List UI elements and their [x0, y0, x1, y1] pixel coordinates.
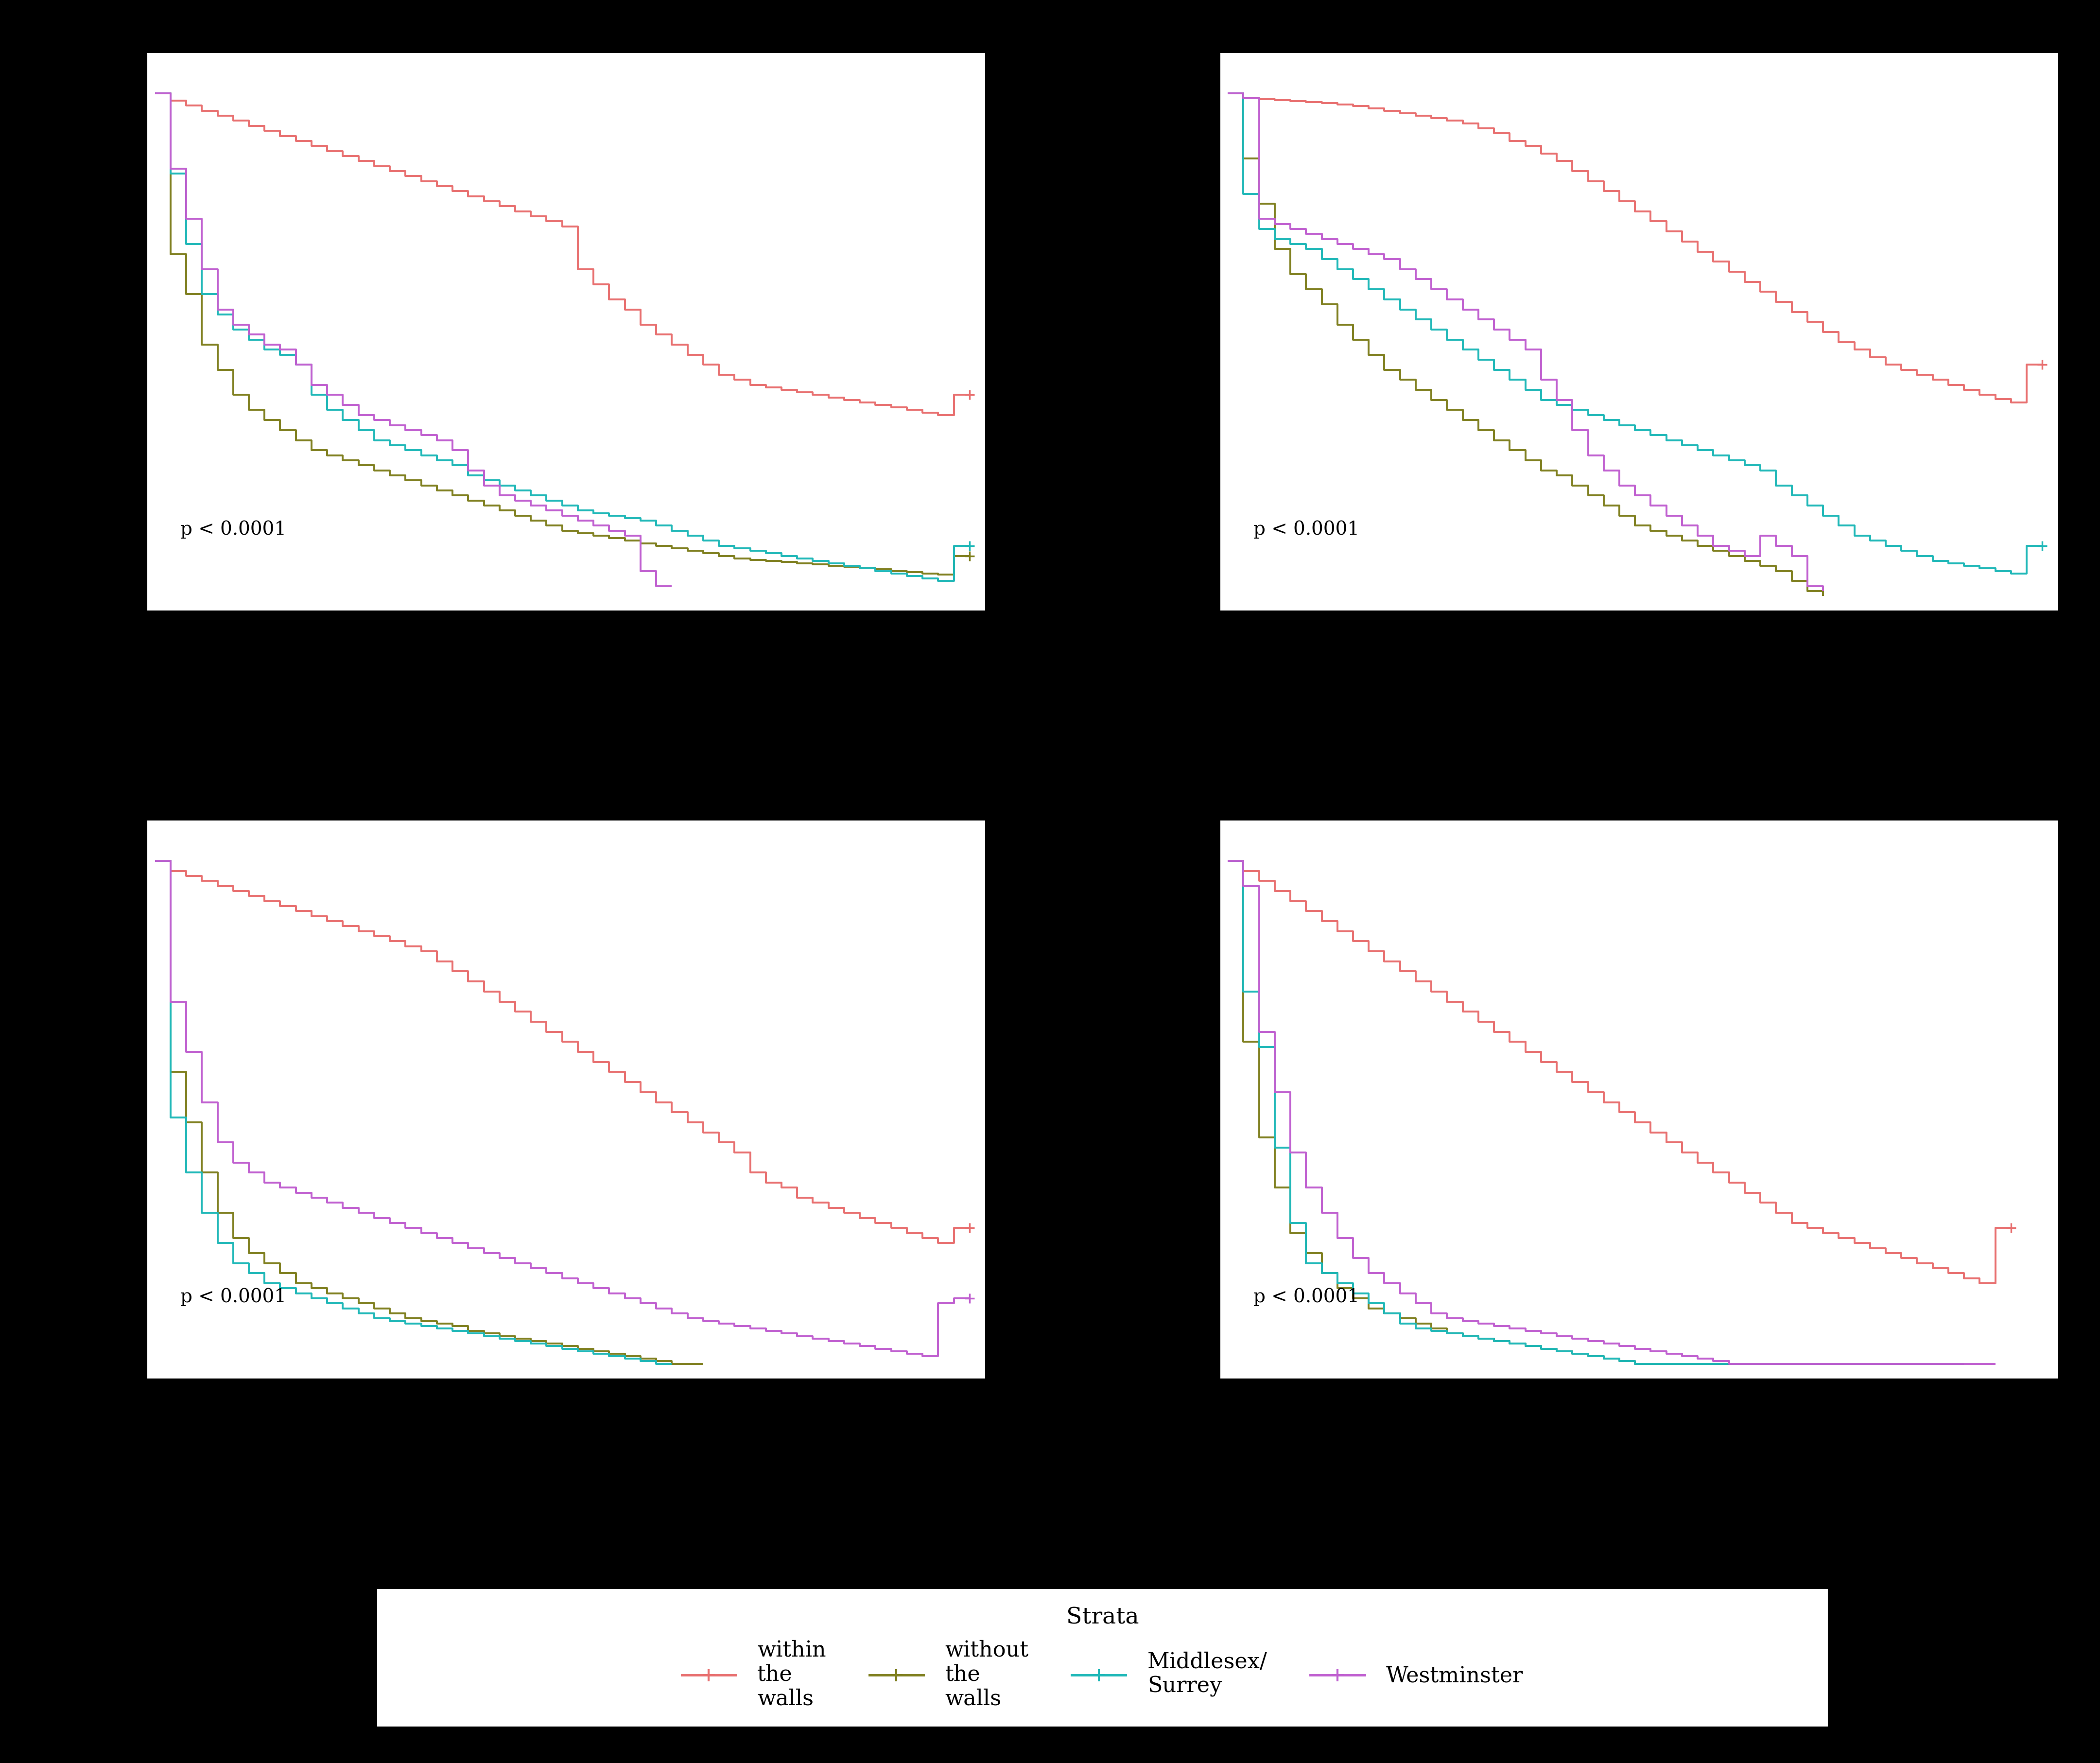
- Y-axis label: Survival probability: Survival probability: [78, 231, 97, 434]
- Legend: within
the
walls, without
the
walls, Middlesex/
Surrey, Westminster: within the walls, without the walls, Mid…: [659, 1585, 1546, 1731]
- Bar: [376, 1588, 1829, 1728]
- Text: p < 0.0001: p < 0.0001: [181, 1289, 286, 1306]
- Text: p < 0.0001: p < 0.0001: [181, 520, 286, 539]
- Y-axis label: Survival probability: Survival probability: [78, 998, 97, 1201]
- Text: p < 0.0001: p < 0.0001: [1254, 520, 1359, 539]
- Text: p < 0.0001: p < 0.0001: [1254, 1289, 1359, 1306]
